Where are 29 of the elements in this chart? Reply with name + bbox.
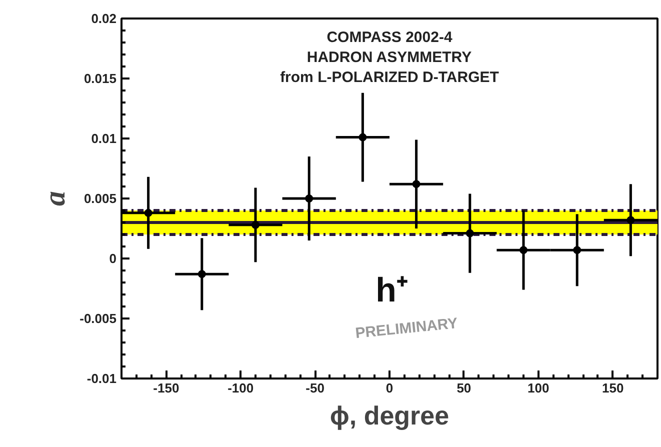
point	[305, 194, 314, 202]
y-tick-label: -0.005	[80, 311, 117, 326]
annotation: PRELIMINARY	[354, 314, 458, 342]
text: COMPASS 2002-4 HADRON ASYMMETRY from L-POLARIZED D-TARGET	[280, 29, 499, 86]
y-axis-title: a	[38, 191, 72, 206]
point	[358, 133, 367, 142]
y-tick-label: -0.01	[86, 371, 117, 386]
x-tick-label: -150	[153, 380, 180, 396]
x-tick-label: -100	[228, 380, 254, 396]
x-tick-label: 100	[528, 380, 550, 396]
annotation: h⁺	[376, 272, 408, 310]
point	[412, 180, 420, 188]
x-tick-label: -50	[306, 380, 324, 396]
x-tick-label: 150	[602, 380, 624, 396]
point	[144, 208, 152, 217]
y-tick-label: 0.02	[91, 11, 117, 26]
point	[466, 229, 474, 238]
x-tick-label: 0	[386, 380, 394, 396]
point	[520, 246, 528, 254]
y-tick-label: 0.015	[84, 71, 117, 86]
point	[252, 220, 260, 229]
x-axis-title: ϕ, degree	[330, 400, 450, 430]
point	[626, 216, 635, 224]
point	[198, 270, 206, 278]
y-tick-label: 0	[109, 251, 117, 266]
point	[573, 246, 582, 254]
y-tick-label: 0.01	[91, 131, 117, 146]
x-tick-label: 50	[456, 380, 472, 396]
y-tick-label: 0.005	[84, 191, 117, 206]
